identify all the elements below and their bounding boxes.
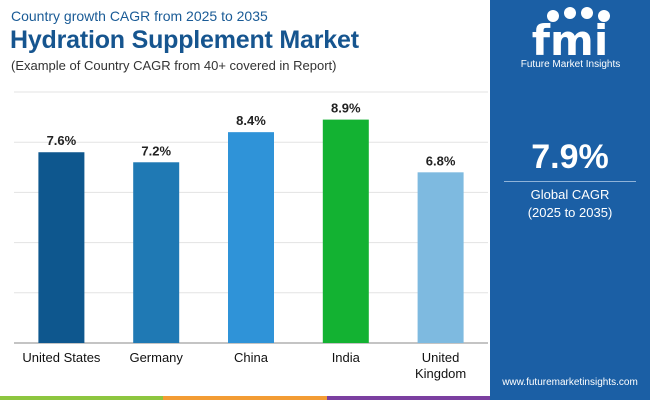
category-label: United States (22, 350, 101, 365)
stripe-purple (326, 396, 490, 400)
global-cagr-value: 7.9% (531, 138, 609, 176)
category-label: United (422, 350, 460, 365)
fmi-logo: fmi Future Market Insights (508, 6, 633, 72)
chart-subtitle: Country growth CAGR from 2025 to 2035 (11, 8, 268, 24)
global-cagr-label: Global CAGR (530, 187, 610, 202)
bar-chart: 7.6% 7.2% 8.4% 8.9% 6.8% United States German… (14, 91, 488, 381)
shield-icon (547, 10, 559, 22)
bars (38, 119, 464, 343)
chart-note: (Example of Country CAGR from 40+ covere… (11, 58, 337, 73)
chart-area: Country growth CAGR from 2025 to 2035 Hy… (0, 8, 490, 400)
bar-china (228, 132, 274, 343)
trophy-icon (581, 7, 593, 19)
page-title: Hydration Supplement Market (10, 26, 359, 54)
bar-germany (133, 162, 180, 343)
global-cagr-period: (2025 to 2035) (527, 205, 613, 220)
lightbulb-icon (564, 7, 576, 19)
logo-wordmark: fmi (532, 16, 608, 58)
website-link[interactable]: www.futuremarketinsights.com (502, 377, 638, 388)
divider (504, 181, 636, 182)
bar-united-states (38, 152, 85, 343)
value-label: 8.4% (236, 113, 266, 128)
value-labels: 7.6% 7.2% 8.4% 8.9% 6.8% (47, 101, 456, 169)
bottom-color-stripe (0, 396, 490, 400)
stripe-orange (163, 396, 327, 400)
category-labels: United States Germany China India UnitedKing… (22, 350, 466, 381)
category-label: India (332, 350, 361, 365)
bar-united-kingdom (417, 172, 464, 343)
category-label: China (234, 350, 269, 365)
bar-india (322, 119, 369, 343)
category-label: Germany (129, 350, 183, 365)
person-icon (598, 10, 610, 22)
logo-icons (547, 7, 610, 22)
side-panel: fmi Future Market Insights 7.9% Global C… (490, 0, 650, 400)
value-label: 7.2% (141, 143, 171, 158)
stripe-green (0, 396, 164, 400)
category-label: Kingdom (415, 366, 466, 381)
value-label: 8.9% (331, 101, 361, 116)
logo-tagline: Future Market Insights (520, 59, 621, 70)
value-label: 6.8% (426, 153, 456, 168)
value-label: 7.6% (47, 133, 77, 148)
